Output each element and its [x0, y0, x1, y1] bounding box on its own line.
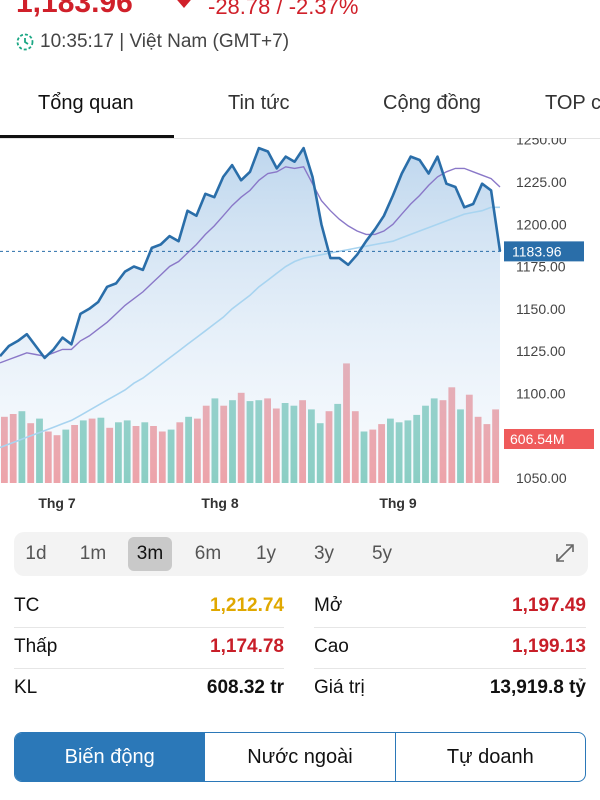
- tab-news[interactable]: Tin tức: [228, 92, 290, 114]
- tab-top[interactable]: TOP c: [545, 92, 600, 114]
- y-tick-label: 1225.00: [516, 174, 567, 190]
- y-tick-label: 1125.00: [516, 343, 566, 359]
- x-tick-label: Thg 9: [379, 495, 417, 511]
- y-tick-label: 1100.00: [516, 385, 566, 401]
- stat-value: 13,919.8 tỷ: [489, 677, 586, 698]
- stat-label: KL: [14, 677, 38, 698]
- stat-value: 608.32 tr: [206, 677, 284, 698]
- x-tick-label: Thg 7: [38, 495, 76, 511]
- moving-average-long-line: [0, 206, 500, 449]
- tab-bar: Tổng quan Tin tức Cộng đồng TOP c: [0, 84, 600, 139]
- volume-label: 606.54M: [510, 431, 564, 447]
- moving-average-short-line: [0, 166, 501, 364]
- y-tick-label: 1175.00: [516, 259, 566, 275]
- segmented-control: Biến động Nước ngoài Tự doanh: [14, 732, 586, 782]
- stat-low: Thấp 1,174.78: [14, 628, 284, 668]
- stat-value: 1,197.49: [512, 595, 586, 616]
- stat-tc: TC 1,212.74: [14, 587, 284, 627]
- stat-high: Cao 1,199.13: [314, 628, 586, 668]
- y-tick-label: 1050.00: [516, 470, 567, 486]
- price-change: -28.78 / -2.37%: [208, 0, 359, 19]
- range-1y[interactable]: 1y: [255, 543, 277, 564]
- current-price-label: 1183.96: [512, 243, 562, 259]
- x-tick-label: Thg 8: [201, 495, 239, 511]
- x-axis: Thg 7 Thg 8 Thg 9: [38, 495, 417, 511]
- clock-icon: [16, 33, 34, 51]
- divider: [314, 668, 586, 669]
- stat-open: Mở 1,197.49: [314, 587, 586, 627]
- price-line: [0, 146, 502, 360]
- segment-nuoc-ngoai[interactable]: Nước ngoài: [204, 733, 394, 781]
- tab-community[interactable]: Cộng đồng: [383, 92, 481, 114]
- stat-value: 1,199.13: [512, 636, 586, 657]
- range-5y[interactable]: 5y: [371, 543, 393, 564]
- current-price-tag: 1183.96: [504, 241, 584, 262]
- stat-value: 1,212.74: [210, 595, 284, 616]
- stat-value: 1,174.78: [210, 636, 284, 657]
- stat-label: Mở: [314, 595, 343, 616]
- segment-bien-dong[interactable]: Biến động: [15, 733, 205, 781]
- stat-volume: KL 608.32 tr: [14, 669, 284, 709]
- y-tick-label: 1200.00: [516, 216, 567, 232]
- y-tick-label: 1250.00: [516, 138, 567, 148]
- segment-tu-doanh[interactable]: Tự doanh: [394, 733, 585, 781]
- divider: [314, 627, 586, 628]
- active-tab-indicator: [0, 135, 174, 138]
- y-axis: 1250.00 1225.00 1200.00 1175.00 1150.00 1125.…: [516, 138, 567, 486]
- down-arrow-icon: [177, 0, 191, 8]
- price-chart[interactable]: 1250.00 1225.00 1200.00 1175.00 1150.00 1125.…: [0, 138, 600, 518]
- index-price: 1,183.96: [16, 0, 133, 19]
- stat-label: Cao: [314, 636, 349, 657]
- range-6m[interactable]: 6m: [194, 543, 222, 564]
- tab-overview[interactable]: Tổng quan: [38, 92, 134, 114]
- range-3y[interactable]: 3y: [313, 543, 335, 564]
- range-1m[interactable]: 1m: [79, 543, 107, 564]
- range-1d[interactable]: 1d: [25, 543, 47, 564]
- expand-icon[interactable]: [554, 542, 576, 564]
- stat-value-traded: Giá trị 13,919.8 tỷ: [314, 669, 586, 709]
- stat-label: Thấp: [14, 636, 58, 657]
- price-area: [0, 148, 500, 483]
- range-selector: 1d 1m 3m 6m 1y 3y 5y: [14, 532, 588, 576]
- divider: [14, 668, 284, 669]
- stat-label: Giá trị: [314, 677, 365, 698]
- divider: [14, 627, 284, 628]
- range-3m[interactable]: 3m: [128, 537, 172, 571]
- timestamp: 10:35:17 | Việt Nam (GMT+7): [40, 31, 290, 52]
- volume-tag: 606.54M: [504, 429, 594, 449]
- y-tick-label: 1150.00: [516, 301, 566, 317]
- stat-label: TC: [14, 595, 40, 616]
- quote-header: 1,183.96 -28.78 / -2.37% 10:35:17 | Việt…: [0, 0, 600, 70]
